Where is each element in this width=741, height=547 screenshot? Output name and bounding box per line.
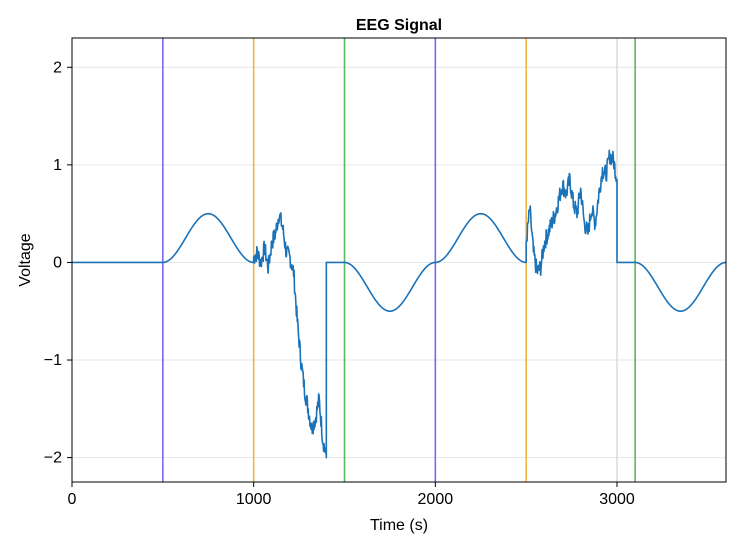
x-tick-label: 2000: [418, 491, 454, 508]
x-tick-label: 0: [68, 491, 77, 508]
y-tick-label: 2: [53, 59, 62, 76]
y-axis-ticks: −2 −1 0 1 2: [44, 59, 72, 467]
chart-title: EEG Signal: [356, 17, 442, 34]
y-axis-label: Voltage: [17, 233, 34, 286]
y-tick-label: 1: [53, 157, 62, 174]
x-tick-label: 3000: [599, 491, 635, 508]
y-tick-label: −1: [44, 352, 62, 369]
y-tick-label: −2: [44, 450, 62, 467]
x-axis-ticks: 0 1000 2000 3000: [68, 482, 635, 508]
plot-frame: [71, 37, 727, 483]
x-tick-label: 1000: [236, 491, 272, 508]
eeg-series-line: [72, 149, 727, 459]
y-tick-label: 0: [53, 254, 62, 271]
series-lines: [72, 149, 727, 459]
x-axis-label: Time (s): [370, 517, 428, 534]
